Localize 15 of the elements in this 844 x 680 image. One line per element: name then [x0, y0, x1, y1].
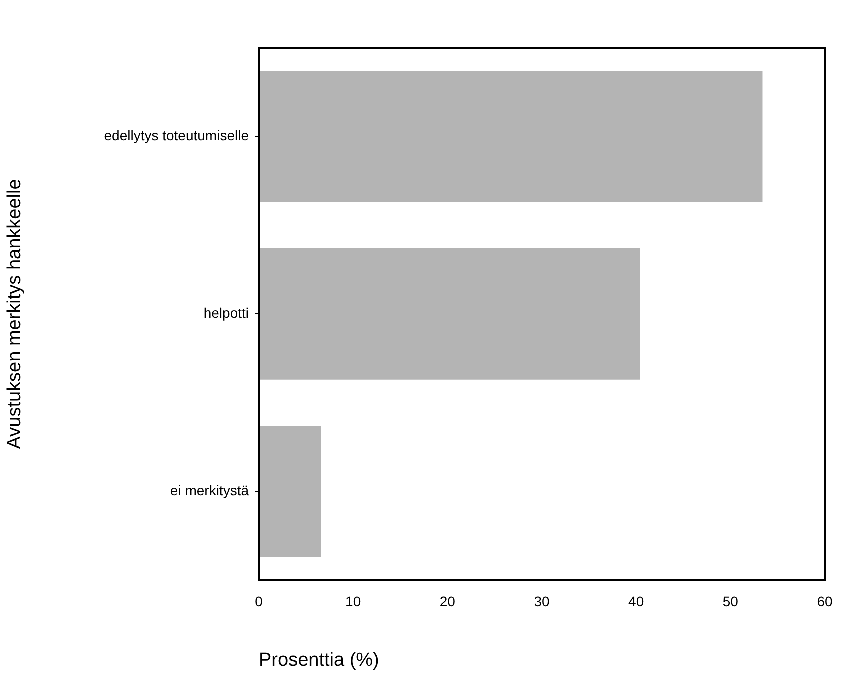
x-tick-label: 60 [817, 594, 833, 610]
x-tick-label: 0 [255, 594, 264, 610]
x-tick-label: 30 [534, 594, 550, 610]
bar [259, 71, 763, 202]
x-tick-label: 10 [346, 594, 362, 610]
x-tick-label: 40 [628, 594, 644, 610]
y-tick-label: helpotti [204, 305, 249, 322]
y-tick-label: edellytys toteutumiselle [104, 128, 250, 144]
y-tick-label: ei merkitystä [170, 482, 250, 499]
y-axis-title: Avustuksen merkitys hankkeelle [4, 179, 26, 450]
bar [259, 248, 640, 380]
bar [259, 426, 322, 558]
x-tick-label: 50 [722, 594, 739, 610]
x-tick-label: 20 [440, 594, 456, 610]
x-axis-title: Prosenttia (%) [259, 650, 380, 671]
